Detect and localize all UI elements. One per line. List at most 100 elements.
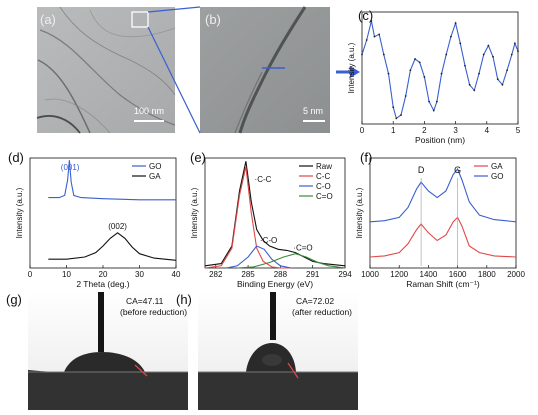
arrow-b-to-c <box>336 66 360 78</box>
x-tick-label: 0 <box>360 126 365 135</box>
contact-angle-value-g: CA=47.11 <box>126 296 164 306</box>
data-point <box>454 22 457 25</box>
data-point <box>492 55 494 58</box>
x-tick-label: 2 <box>422 126 427 135</box>
y-axis-label: Intensity (a.u.) <box>355 187 364 238</box>
panel-label-g: (g) <box>6 292 22 307</box>
x-tick-label: 10 <box>62 270 71 279</box>
x-tick-label: 2000 <box>507 270 525 279</box>
y-axis-label: Intensity (a.u.) <box>347 42 356 93</box>
data-point <box>387 72 390 75</box>
data-point <box>435 100 438 103</box>
data-point <box>501 83 504 86</box>
contact-angle-note-h: (after reduction) <box>292 307 352 317</box>
tem-image-b <box>200 6 330 134</box>
panel-label-c: (c) <box>358 8 374 23</box>
x-tick-label: 0 <box>28 270 33 279</box>
x-tick-label: 1000 <box>361 270 379 279</box>
data-point <box>423 76 426 78</box>
data-point <box>496 78 499 81</box>
data-point <box>473 89 476 92</box>
data-point <box>409 69 412 72</box>
data-point <box>361 53 363 56</box>
y-axis-label: Intensity (a.u.) <box>15 187 24 238</box>
zoom-line-bottom <box>147 26 201 134</box>
legend-label: C-C <box>316 172 330 181</box>
plot-frame <box>361 11 519 125</box>
data-point <box>513 42 516 45</box>
series-line-c-c <box>204 166 292 269</box>
peak-label-cc: ·C-C <box>255 175 272 184</box>
data-point <box>440 72 443 75</box>
data-point <box>468 83 471 86</box>
data-point <box>464 64 466 67</box>
series-line-c-o <box>226 245 292 269</box>
x-tick-label: 40 <box>172 270 181 279</box>
data-point <box>418 61 421 64</box>
legend-label: Raw <box>316 162 332 171</box>
data-point <box>395 117 398 120</box>
legend-label: GA <box>149 172 161 181</box>
contact-angle-value-h: CA=72.02 <box>296 296 335 306</box>
data-point <box>392 106 395 109</box>
data-point <box>414 58 416 60</box>
series-line-go <box>369 167 517 223</box>
data-point <box>432 109 435 112</box>
legend-label: C-O <box>316 182 331 191</box>
data-point <box>482 53 485 56</box>
x-tick-label: 1800 <box>478 270 496 279</box>
data-point <box>510 53 513 56</box>
x-tick-label: 1600 <box>449 270 467 279</box>
scalebar-label-b: 5 nm <box>303 106 324 116</box>
data-point <box>487 44 490 47</box>
scalebar-label-a: 100 nm <box>134 106 165 116</box>
series-line-ga <box>48 232 177 261</box>
tem-image-a <box>36 6 176 134</box>
legend-label: GO <box>491 172 503 181</box>
x-tick-label: 4 <box>485 126 490 135</box>
panel-label-b: (b) <box>205 12 221 27</box>
x-tick-label: 294 <box>338 270 352 279</box>
xrd-plot: 0 10 20 30 40 2 Theta (deg.) Intensity (a.u.) G… <box>15 157 181 289</box>
x-tick-label: 30 <box>135 270 144 279</box>
panel-label-h: (h) <box>176 292 192 307</box>
data-point <box>445 53 448 56</box>
data-point <box>400 114 402 116</box>
peak-label-c-double-o: ·C=O <box>293 244 312 253</box>
raman-plot: 1000 1200 1400 1600 1800 2000 Raman Shift (cm⁻… <box>355 157 525 289</box>
x-tick-label: 5 <box>516 126 521 135</box>
y-axis-label: Intensity (a.u.) <box>190 187 199 238</box>
xps-plot: 282 285 288 291 294 Binding Energy (eV) Intens… <box>190 157 352 289</box>
data-point <box>459 42 462 45</box>
profile-plot: 0 1 2 3 4 5 Position (nm) Intensity (a.u.) <box>347 11 521 145</box>
x-axis-label: Binding Energy (eV) <box>237 279 313 289</box>
x-tick-label: 20 <box>99 270 108 279</box>
data-point <box>428 100 430 103</box>
series-line-0 <box>361 20 519 120</box>
legend-label: GO <box>149 162 161 171</box>
x-tick-label: 1 <box>391 126 396 135</box>
peak-label-co: ·C-O <box>260 236 277 245</box>
peak-label-001: (001) <box>61 163 80 172</box>
x-tick-label: 1200 <box>390 270 408 279</box>
series-line-ga <box>369 216 517 258</box>
x-axis-label: 2 Theta (deg.) <box>76 279 129 289</box>
contact-angle-photo-h <box>198 290 358 410</box>
series-line-go <box>48 160 176 201</box>
data-point <box>450 35 452 38</box>
plot-frame <box>204 157 346 269</box>
x-tick-label: 1400 <box>420 270 438 279</box>
plot-frame <box>369 157 517 269</box>
data-point <box>373 35 376 38</box>
data-point <box>404 95 407 97</box>
data-point <box>506 69 508 72</box>
data-point <box>478 72 480 75</box>
legend-label: GA <box>491 162 503 171</box>
zoom-line-top <box>147 6 201 13</box>
x-tick-label: 282 <box>209 270 223 279</box>
data-point <box>365 39 368 41</box>
contact-angle-photo-g <box>28 290 188 410</box>
x-axis-label: Raman Shift (cm⁻¹) <box>406 279 480 289</box>
panel-label-f: (f) <box>360 150 373 165</box>
